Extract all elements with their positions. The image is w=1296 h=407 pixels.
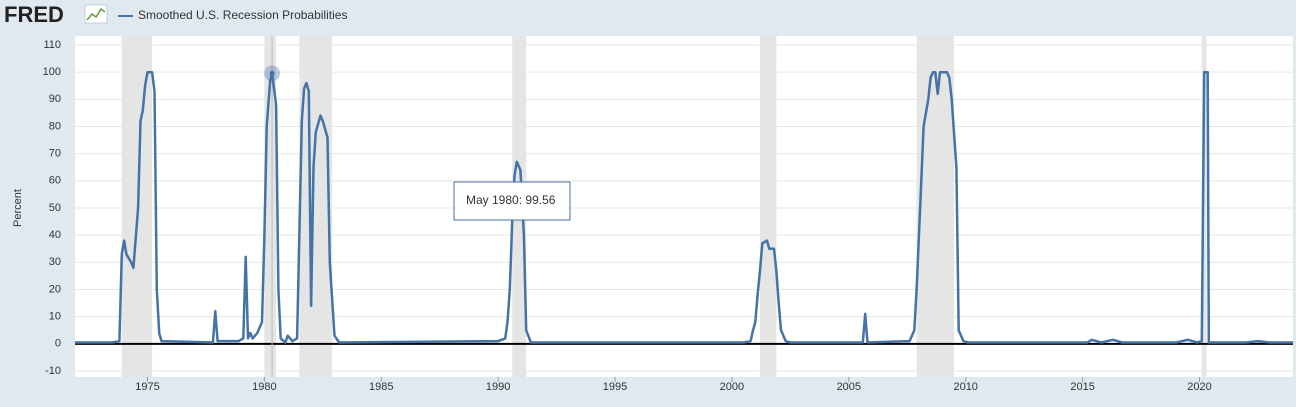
y-tick-label: 50 — [49, 202, 61, 214]
y-tick-label: 10 — [49, 311, 61, 323]
tooltip-text: May 1980: 99.56 — [466, 193, 556, 207]
x-tick-label: 2020 — [1187, 381, 1211, 393]
plot-area — [75, 36, 1293, 377]
y-tick-label: 40 — [49, 229, 61, 241]
logo-icon — [84, 4, 108, 24]
x-tick-label: 2015 — [1070, 381, 1094, 393]
recession-band — [916, 36, 955, 377]
recession-band — [264, 36, 277, 377]
logo: FRED — [4, 2, 64, 27]
y-tick-label: 70 — [49, 148, 61, 160]
x-tick-label: 2010 — [953, 381, 977, 393]
y-tick-label: -10 — [45, 365, 61, 377]
tooltip-label: May 1980: — [466, 193, 522, 207]
tooltip-box — [453, 181, 571, 221]
x-tick-label: 2000 — [720, 381, 744, 393]
highlight-dot — [269, 70, 275, 76]
x-tick-label: 1985 — [369, 381, 393, 393]
x-tick-label: 1990 — [486, 381, 510, 393]
y-tick-label: 20 — [49, 283, 61, 295]
y-tick-label: 0 — [55, 338, 61, 350]
plot: -10 0 10 20 30 40 50 60 70 80 90 100 110 1975 1980 1985… — [43, 36, 1293, 393]
y-tick-label: 90 — [49, 93, 61, 105]
x-tick-label: 2005 — [837, 381, 861, 393]
y-axis-label: Percent — [12, 189, 24, 227]
x-tick-label: 1975 — [135, 381, 159, 393]
x-tick-label: 1980 — [252, 381, 276, 393]
y-tick-label: 110 — [43, 39, 61, 51]
recession-band — [759, 36, 777, 377]
y-tick-label: 100 — [43, 66, 61, 78]
y-tick-label: 60 — [49, 175, 61, 187]
y-tick-label: 30 — [49, 256, 61, 268]
legend-label[interactable]: Smoothed U.S. Recession Probabilities — [138, 8, 347, 22]
y-tick-label: 80 — [49, 120, 61, 132]
tooltip-value: 99.56 — [525, 193, 555, 207]
x-tick-label: 1995 — [603, 381, 627, 393]
